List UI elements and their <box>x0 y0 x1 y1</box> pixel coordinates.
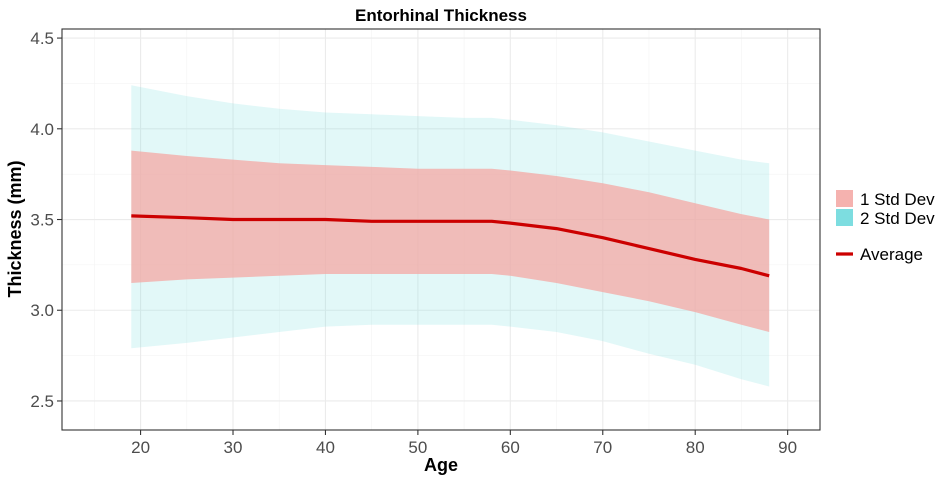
x-tick-label: 70 <box>593 438 612 457</box>
plot-panel-border <box>61 28 821 431</box>
y-tick-label: 4.0 <box>30 120 54 139</box>
y-tick-label: 2.5 <box>30 392 54 411</box>
x-axis-title: Age <box>424 455 458 475</box>
average-line <box>131 214 770 278</box>
legend-key-2-std-dev <box>836 209 853 226</box>
legend-label: Average <box>860 245 923 264</box>
chart-title: Entorhinal Thickness <box>355 6 527 25</box>
y-tick-label: 3.5 <box>30 211 54 230</box>
x-tick-label: 80 <box>686 438 705 457</box>
x-tick-label: 20 <box>131 438 150 457</box>
x-tick-label: 50 <box>408 438 427 457</box>
x-tick-label: 90 <box>778 438 797 457</box>
band-1-std-dev <box>131 150 770 332</box>
x-tick-label: 40 <box>316 438 335 457</box>
legend-label: 2 Std Dev <box>860 209 935 228</box>
y-axis-title: Thickness (mm) <box>5 160 25 297</box>
x-tick-label: 30 <box>224 438 243 457</box>
x-tick-label: 60 <box>501 438 520 457</box>
y-tick-label: 4.5 <box>30 29 54 48</box>
y-tick-label: 3.0 <box>30 301 54 320</box>
x-axis: 20 30 40 50 60 70 80 90 <box>131 430 797 457</box>
band-layer <box>131 85 770 387</box>
legend-label: 1 Std Dev <box>860 190 935 209</box>
line-layer <box>131 214 770 278</box>
y-axis: 2.5 3.0 3.5 4.0 4.5 <box>30 29 62 411</box>
legend-key-1-std-dev <box>836 190 853 207</box>
